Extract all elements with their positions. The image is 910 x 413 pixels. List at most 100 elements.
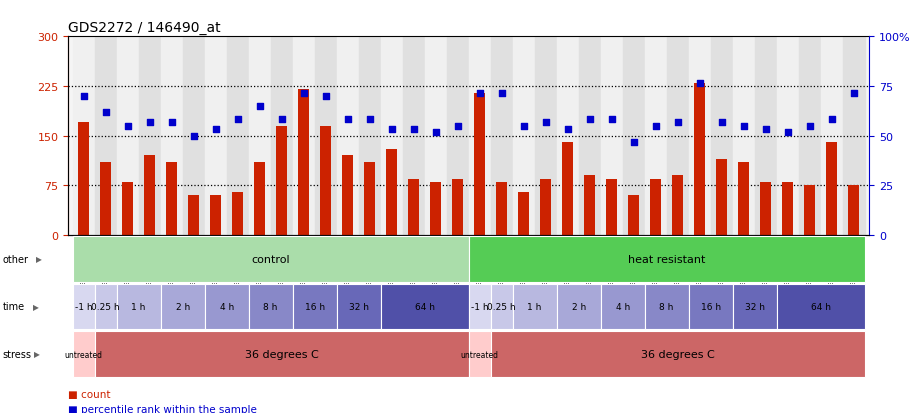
Text: -1 h: -1 h: [470, 302, 489, 311]
Point: [384, 126, 399, 133]
Bar: [843, 37, 864, 235]
Text: -1 h: -1 h: [75, 302, 93, 311]
Bar: [518, 192, 529, 235]
Bar: [541, 179, 551, 235]
Bar: [776, 284, 864, 330]
Text: ■ count: ■ count: [68, 389, 111, 399]
Bar: [100, 163, 111, 235]
Bar: [535, 37, 557, 235]
Text: 16 h: 16 h: [305, 302, 325, 311]
Text: heat resistant: heat resistant: [628, 254, 705, 264]
Bar: [469, 37, 490, 235]
Point: [230, 116, 245, 123]
Point: [693, 80, 707, 87]
Bar: [490, 331, 864, 377]
Text: 1 h: 1 h: [528, 302, 541, 311]
Point: [297, 90, 311, 97]
Bar: [254, 163, 265, 235]
Bar: [562, 143, 573, 235]
Point: [98, 110, 113, 116]
Bar: [425, 37, 447, 235]
Text: other: other: [3, 254, 29, 264]
Point: [846, 90, 861, 97]
Point: [318, 93, 333, 100]
Bar: [601, 284, 644, 330]
Bar: [248, 37, 270, 235]
Point: [165, 120, 179, 126]
Text: stress: stress: [3, 349, 32, 359]
Bar: [557, 284, 601, 330]
Point: [120, 123, 135, 130]
Bar: [73, 37, 95, 235]
Bar: [650, 179, 662, 235]
Bar: [380, 284, 469, 330]
Point: [340, 116, 355, 123]
Bar: [116, 37, 138, 235]
Text: 2 h: 2 h: [176, 302, 190, 311]
Bar: [205, 37, 227, 235]
Point: [450, 123, 465, 130]
Bar: [821, 37, 843, 235]
Bar: [469, 284, 490, 330]
Bar: [606, 179, 617, 235]
Text: 64 h: 64 h: [415, 302, 435, 311]
Point: [824, 116, 839, 123]
Bar: [293, 37, 315, 235]
Point: [736, 123, 751, 130]
Bar: [293, 284, 337, 330]
Point: [582, 116, 597, 123]
Text: 0.25 h: 0.25 h: [91, 302, 120, 311]
Text: ▶: ▶: [33, 302, 38, 311]
Bar: [783, 183, 794, 235]
Bar: [78, 123, 89, 235]
Point: [626, 140, 641, 146]
Bar: [760, 183, 771, 235]
Bar: [469, 236, 864, 282]
Bar: [386, 150, 397, 235]
Point: [516, 123, 531, 130]
Point: [604, 116, 619, 123]
Text: untreated: untreated: [460, 350, 499, 358]
Bar: [430, 183, 441, 235]
Point: [671, 120, 685, 126]
Bar: [73, 236, 469, 282]
Bar: [584, 176, 595, 235]
Text: time: time: [3, 301, 25, 312]
Bar: [644, 284, 689, 330]
Point: [252, 103, 267, 110]
Bar: [689, 37, 711, 235]
Bar: [622, 37, 644, 235]
Point: [758, 126, 773, 133]
Bar: [144, 156, 155, 235]
Bar: [474, 93, 485, 235]
Bar: [694, 83, 705, 235]
Text: 2 h: 2 h: [571, 302, 586, 311]
Bar: [227, 37, 248, 235]
Bar: [733, 284, 776, 330]
Point: [539, 120, 553, 126]
Point: [472, 90, 487, 97]
Bar: [490, 37, 512, 235]
Text: 0.25 h: 0.25 h: [488, 302, 516, 311]
Point: [803, 123, 817, 130]
Text: 4 h: 4 h: [219, 302, 234, 311]
Text: untreated: untreated: [65, 350, 103, 358]
Bar: [826, 143, 837, 235]
Bar: [512, 284, 557, 330]
Bar: [298, 90, 309, 235]
Bar: [116, 284, 161, 330]
Bar: [776, 37, 799, 235]
Text: 32 h: 32 h: [744, 302, 764, 311]
Bar: [161, 37, 183, 235]
Text: control: control: [251, 254, 290, 264]
Bar: [689, 284, 733, 330]
Bar: [73, 284, 95, 330]
Bar: [232, 192, 243, 235]
Bar: [447, 37, 469, 235]
Bar: [95, 331, 469, 377]
Bar: [672, 176, 683, 235]
Bar: [380, 37, 402, 235]
Bar: [601, 37, 622, 235]
Bar: [205, 284, 248, 330]
Bar: [138, 37, 161, 235]
